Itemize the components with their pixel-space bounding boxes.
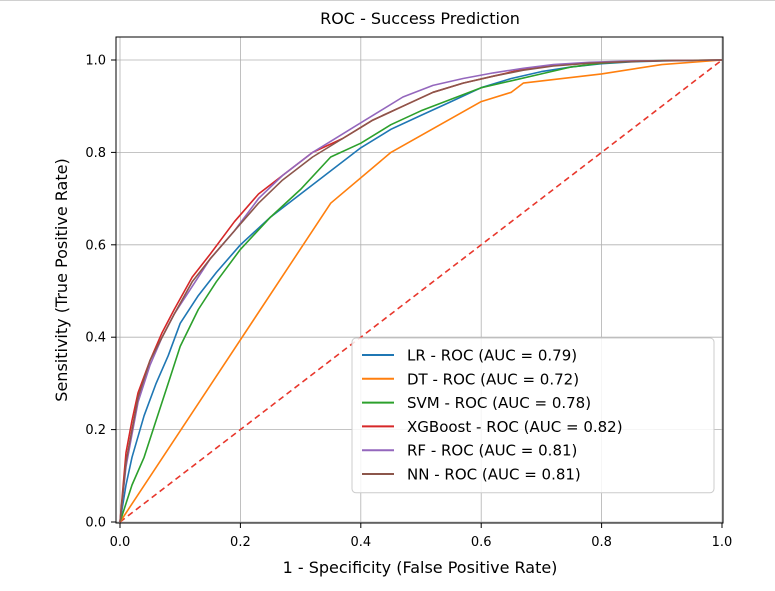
legend-label: DT - ROC (AUC = 0.72) <box>407 370 579 388</box>
diagonal-layer <box>119 59 723 523</box>
x-tick-label: 0.6 <box>471 535 492 550</box>
series-line-dt <box>119 59 723 523</box>
y-axis-label: Sensitivity (True Positive Rate) <box>52 158 71 401</box>
x-tick-label: 0.2 <box>230 535 251 550</box>
y-ticks: 0.0 0.2 0.4 0.6 0.8 1.0 <box>85 54 116 531</box>
series-line-chance <box>119 59 723 523</box>
x-tick-label: 0.0 <box>110 535 131 550</box>
x-axis-label: 1 - Specificity (False Positive Rate) <box>283 558 558 577</box>
legend-label: SVM - ROC (AUC = 0.78) <box>407 394 591 412</box>
legend-label: NN - ROC (AUC = 0.81) <box>407 466 581 484</box>
series-line-rf <box>119 59 723 523</box>
x-tick-label: 1.0 <box>712 535 733 550</box>
legend-label: RF - ROC (AUC = 0.81) <box>407 442 577 460</box>
series-lines <box>119 59 723 523</box>
series-line-nn <box>119 59 723 523</box>
series-line-svm <box>119 59 723 523</box>
plot-frame <box>115 36 724 524</box>
y-tick-label: 0.4 <box>85 331 106 346</box>
legend-box <box>351 337 715 494</box>
top-border <box>0 0 775 1</box>
x-ticks: 0.0 0.2 0.4 0.6 0.8 1.0 <box>110 523 733 550</box>
legend-label: LR - ROC (AUC = 0.79) <box>407 347 577 365</box>
x-tick-label: 0.8 <box>591 535 612 550</box>
y-tick-label: 1.0 <box>85 54 106 69</box>
y-tick-label: 0.6 <box>85 238 106 253</box>
y-tick-label: 0.0 <box>85 516 106 531</box>
x-tick-label: 0.4 <box>350 535 371 550</box>
legend: LR - ROC (AUC = 0.79) DT - ROC (AUC = 0.7… <box>351 337 715 494</box>
y-tick-label: 0.8 <box>85 146 106 161</box>
y-tick-label: 0.2 <box>85 423 106 438</box>
legend-label: XGBoost - ROC (AUC = 0.82) <box>407 418 623 436</box>
chart-title: ROC - Success Prediction <box>320 9 520 28</box>
